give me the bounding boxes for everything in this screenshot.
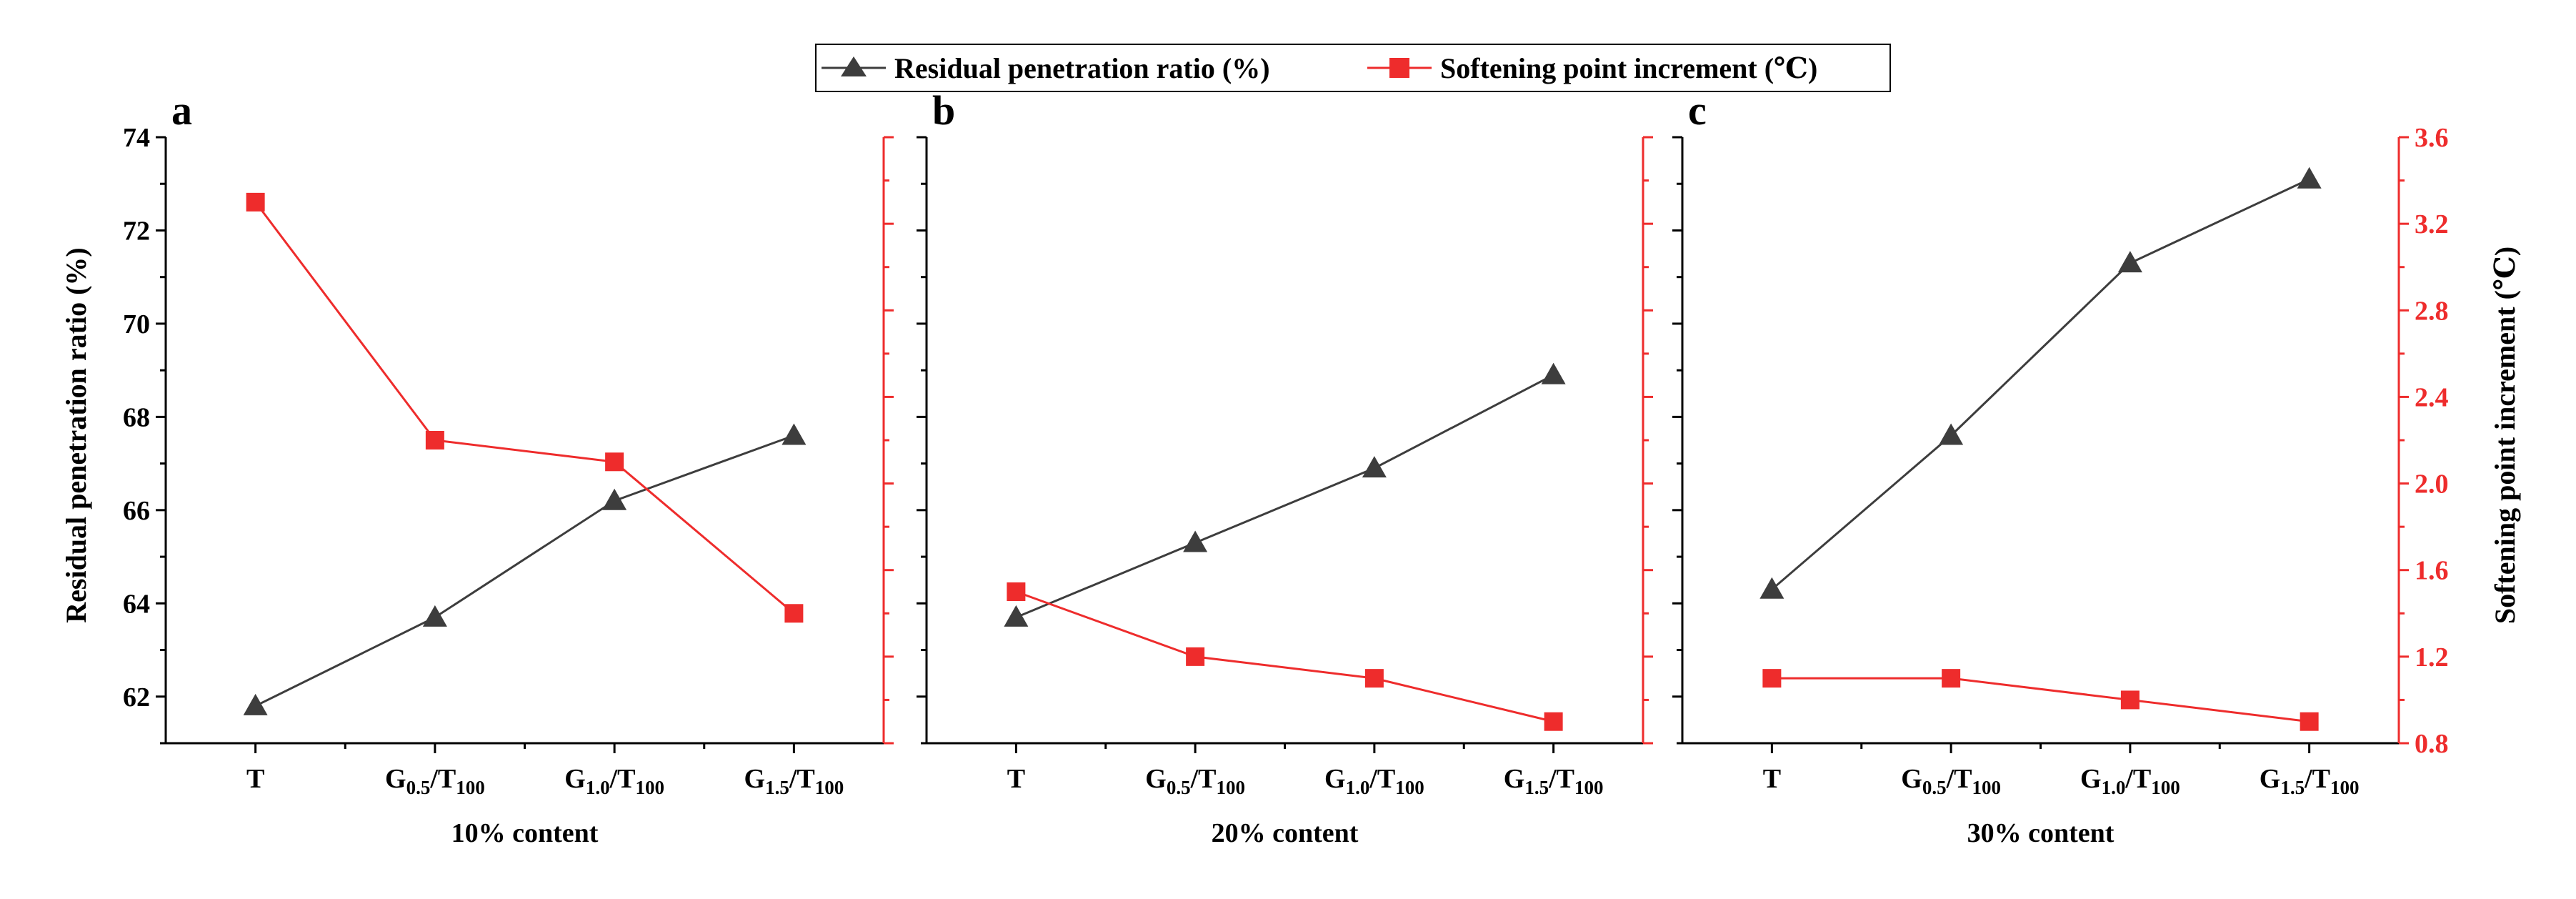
- x-tick-label: G1.5/T100: [1504, 764, 1604, 798]
- right-tick-label: 2.0: [2415, 470, 2449, 500]
- softening-point: [1186, 647, 1205, 666]
- residual-point: [2117, 251, 2142, 273]
- right-tick-label: 2.8: [2415, 296, 2449, 326]
- left-tick-label: 72: [123, 216, 150, 246]
- residual-point: [422, 605, 447, 627]
- x-tick-label: T: [1763, 764, 1781, 794]
- softening-series-line: [1015, 590, 1554, 723]
- softening-point: [605, 452, 624, 472]
- legend-softening-label: Softening point increment (℃): [1440, 52, 1817, 84]
- left-tick-label: 64: [123, 589, 150, 619]
- residual-point: [1004, 605, 1029, 627]
- x-tick-label: G0.5/T100: [1145, 764, 1245, 798]
- softening-point: [2300, 712, 2319, 731]
- x-axis-title: 20% content: [1212, 818, 1359, 848]
- residual-point: [1759, 577, 1784, 599]
- residual-point: [1541, 362, 1566, 384]
- legend-residual-label: Residual penetration ratio (%): [894, 52, 1270, 84]
- x-tick-label: G1.0/T100: [2080, 764, 2180, 798]
- legend-residual-marker: [841, 56, 867, 76]
- right-axis-title: Softening point increment (℃): [2489, 247, 2521, 624]
- left-tick-label: 68: [123, 402, 150, 432]
- legend-softening-marker: [1389, 58, 1409, 78]
- left-tick-label: 66: [123, 496, 150, 526]
- x-axis-title: 10% content: [451, 818, 599, 848]
- residual-point: [1183, 530, 1208, 552]
- right-tick-label: 0.8: [2415, 729, 2449, 759]
- x-tick-label: G0.5/T100: [1901, 764, 2001, 798]
- residual-point: [2297, 167, 2322, 189]
- left-tick-label: 62: [123, 682, 150, 712]
- right-tick-label: 3.6: [2415, 123, 2449, 153]
- left-axis-title: Residual penetration ratio (%): [60, 247, 92, 623]
- residual-point: [243, 693, 268, 715]
- softening-point: [1942, 669, 1961, 688]
- x-axis-title: 30% content: [1967, 818, 2115, 848]
- x-tick-label: G1.0/T100: [564, 764, 664, 798]
- panel-letter: c: [1688, 87, 1707, 134]
- x-tick-label: T: [246, 764, 264, 794]
- panel-letter: a: [171, 87, 192, 134]
- softening-series-line: [1772, 677, 2310, 723]
- residual-series-line: [1771, 178, 2310, 590]
- softening-point: [1544, 712, 1563, 731]
- panel-c: 0.8 1.2 1.6 2.0 2.4 2.8 3.2 3.6 T G0.5/T100 G1.0/T…: [1672, 87, 2449, 848]
- residual-point: [782, 423, 807, 445]
- left-tick-label: 70: [123, 309, 150, 339]
- softening-point: [784, 604, 804, 623]
- right-tick-label: 3.2: [2415, 209, 2449, 239]
- softening-point: [1762, 669, 1782, 688]
- x-tick-label: G1.5/T100: [2260, 764, 2360, 798]
- left-tick-label: 74: [123, 123, 150, 153]
- residual-point: [1939, 423, 1964, 445]
- softening-point: [1007, 582, 1026, 601]
- x-tick-label: T: [1007, 764, 1025, 794]
- x-tick-label: G0.5/T100: [385, 764, 485, 798]
- residual-series-line: [1015, 374, 1554, 619]
- panel-letter: b: [932, 87, 955, 134]
- legend-box: [815, 44, 1891, 92]
- panel-a: 62 64 66 68 70 72 74 T G0.5/T100 G1.0/T100 G1.5/T1…: [123, 87, 894, 848]
- x-tick-label: G1.0/T100: [1324, 764, 1424, 798]
- panels: 62 64 66 68 70 72 74 T G0.5/T100 G1.0/T100 G1.5/T1…: [123, 87, 2449, 848]
- softening-point: [425, 431, 444, 450]
- legend: Residual penetration ratio (%) Softening…: [815, 44, 1891, 92]
- right-tick-label: 1.2: [2415, 642, 2449, 672]
- residual-point: [602, 488, 627, 510]
- right-tick-label: 2.4: [2415, 382, 2449, 412]
- softening-point: [1364, 669, 1384, 688]
- residual-point: [1362, 456, 1387, 478]
- residual-series-line: [254, 434, 794, 707]
- panel-b: T G0.5/T100 G1.0/T100 G1.5/T100 20% content b: [917, 87, 1653, 848]
- softening-point: [2120, 690, 2140, 710]
- softening-point: [246, 192, 265, 212]
- right-tick-label: 1.6: [2415, 556, 2449, 586]
- x-tick-label: G1.5/T100: [744, 764, 844, 798]
- softening-series-line: [254, 201, 795, 615]
